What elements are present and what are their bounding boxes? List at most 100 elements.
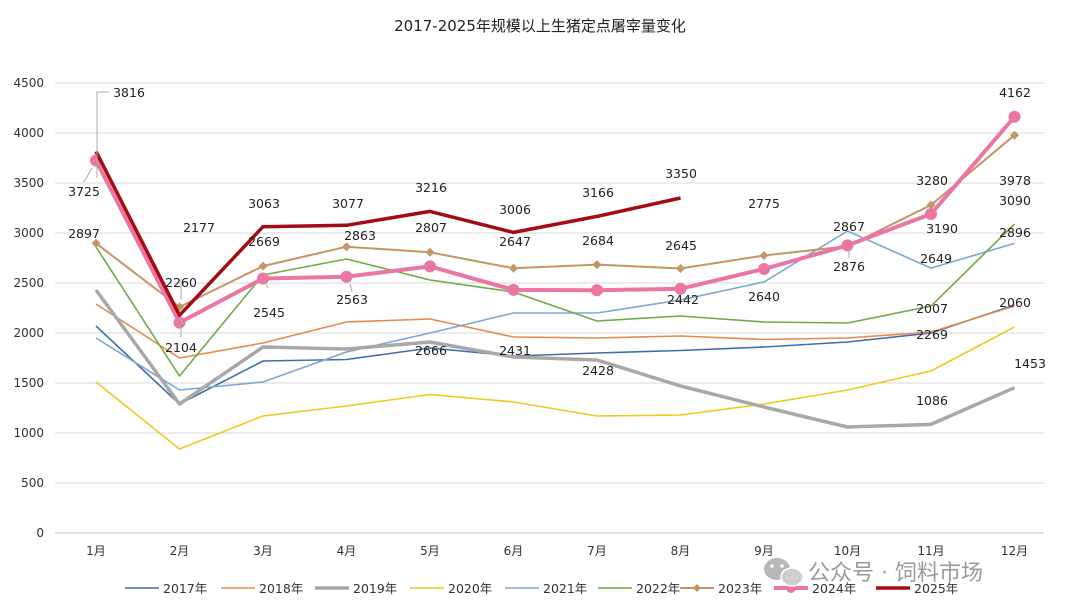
data-label: 2897: [68, 226, 100, 241]
data-label: 2563: [336, 292, 368, 307]
data-label: 2442: [667, 292, 699, 307]
legend-item: 2025年: [876, 581, 958, 596]
label-leader-line: [349, 283, 353, 293]
series-line: [95, 223, 1016, 377]
data-label: 2177: [183, 220, 215, 235]
watermark-text: 公众号 · 饲料市场: [808, 561, 983, 586]
legend-label: 2017年: [163, 581, 207, 596]
data-label: 2104: [165, 340, 197, 355]
data-point-marker: [676, 264, 685, 273]
data-label: 2545: [253, 305, 285, 320]
data-label: 2807: [415, 220, 447, 235]
y-tick-label: 3500: [13, 176, 44, 190]
data-label: 4162: [999, 85, 1031, 100]
data-point-marker: [925, 208, 937, 220]
data-point-marker: [425, 247, 435, 257]
label-leader-line: [96, 91, 109, 178]
series-2020年: [95, 326, 1015, 450]
data-label: 3280: [916, 173, 948, 188]
x-tick-label: 6月: [504, 544, 524, 558]
legend-marker: [693, 584, 701, 592]
series-line: [94, 150, 681, 318]
data-label: 2669: [248, 234, 280, 249]
series-2021年: [95, 230, 1015, 391]
series-2022年: [95, 223, 1016, 377]
data-label: 2647: [499, 234, 531, 249]
x-tick-label: 9月: [754, 544, 774, 558]
series-2024年: [90, 110, 1021, 329]
series-2023年: [91, 130, 1019, 312]
data-labels: 3816 3725 2897 2177 2260 2104 3063 2669 2545 3077…: [68, 85, 1046, 408]
x-tick-label: 8月: [671, 544, 691, 558]
axes: 0 500 1000 1500 2000 2500 3000 3500 4000 4500 1月 2月…: [13, 76, 1044, 558]
data-label: 2666: [415, 343, 447, 358]
data-point-marker: [591, 284, 603, 297]
series-line: [94, 288, 1016, 429]
y-tick-label: 1500: [13, 376, 44, 390]
y-tick-label: 1000: [13, 426, 44, 440]
x-tick-label: 5月: [420, 544, 440, 558]
data-label: 2684: [582, 233, 614, 248]
data-point-marker: [926, 200, 936, 210]
data-point-marker: [258, 261, 268, 271]
y-tick-label: 4000: [13, 126, 44, 140]
legend-item: 2023年: [680, 581, 762, 596]
series-line: [94, 115, 1017, 325]
data-label: 2428: [582, 363, 614, 378]
y-tick-label: 4500: [13, 76, 44, 90]
data-label: 1453: [1014, 356, 1046, 371]
legend-item: 2022年: [598, 581, 680, 596]
legend-label: 2023年: [718, 581, 762, 596]
data-label: 3090: [999, 193, 1031, 208]
y-tick-label: 2000: [13, 326, 44, 340]
data-label: 1086: [916, 393, 948, 408]
data-point-marker: [340, 270, 353, 283]
series-line: [95, 326, 1015, 450]
data-label: 3978: [999, 173, 1031, 188]
wechat-icon: [764, 558, 804, 587]
legend-label: 2025年: [914, 581, 958, 596]
label-leader-line: [83, 167, 93, 183]
data-label: 2060: [999, 295, 1031, 310]
data-point-marker: [674, 282, 687, 295]
data-label: 3816: [113, 85, 145, 100]
data-label: 3063: [248, 196, 280, 211]
data-label: 3216: [415, 180, 447, 195]
data-point-marker: [509, 263, 518, 273]
data-point-marker: [507, 283, 520, 296]
data-label: 2876: [833, 259, 865, 274]
gridlines: [55, 82, 1044, 484]
data-label: 2649: [920, 251, 952, 266]
data-label: 2896: [999, 225, 1031, 240]
series-line: [95, 303, 1015, 359]
watermark: 公众号 · 饲料市场: [764, 558, 983, 587]
legend-item: 2017年: [125, 581, 207, 596]
legend-item: 2020年: [410, 581, 492, 596]
x-tick-label: 4月: [337, 544, 357, 558]
data-label: 3725: [68, 184, 100, 199]
data-label: 2640: [748, 289, 780, 304]
y-tick-label: 500: [21, 476, 44, 490]
data-point-marker: [1008, 110, 1021, 123]
data-label: 3166: [582, 185, 614, 200]
series-line: [95, 230, 1015, 391]
data-label: 2645: [665, 238, 697, 253]
data-label: 2431: [499, 343, 531, 358]
data-label: 2269: [916, 327, 948, 342]
data-label: 3350: [665, 166, 697, 181]
data-label: 2260: [165, 275, 197, 290]
data-label: 3006: [499, 202, 531, 217]
x-tick-label: 2月: [170, 544, 190, 558]
x-tick-label: 10月: [834, 544, 861, 558]
data-label: 2863: [344, 228, 376, 243]
x-tick-label: 12月: [1001, 544, 1028, 558]
series-2018年: [95, 303, 1015, 359]
data-point-marker: [342, 242, 351, 252]
data-point-marker: [759, 251, 769, 260]
data-point-marker: [758, 263, 770, 275]
legend-label: 2021年: [543, 581, 587, 596]
chart-title: 2017-2025年规模以上生猪定点屠宰量变化: [394, 17, 686, 35]
legend-label: 2020年: [448, 581, 492, 596]
data-point-marker: [424, 260, 436, 273]
